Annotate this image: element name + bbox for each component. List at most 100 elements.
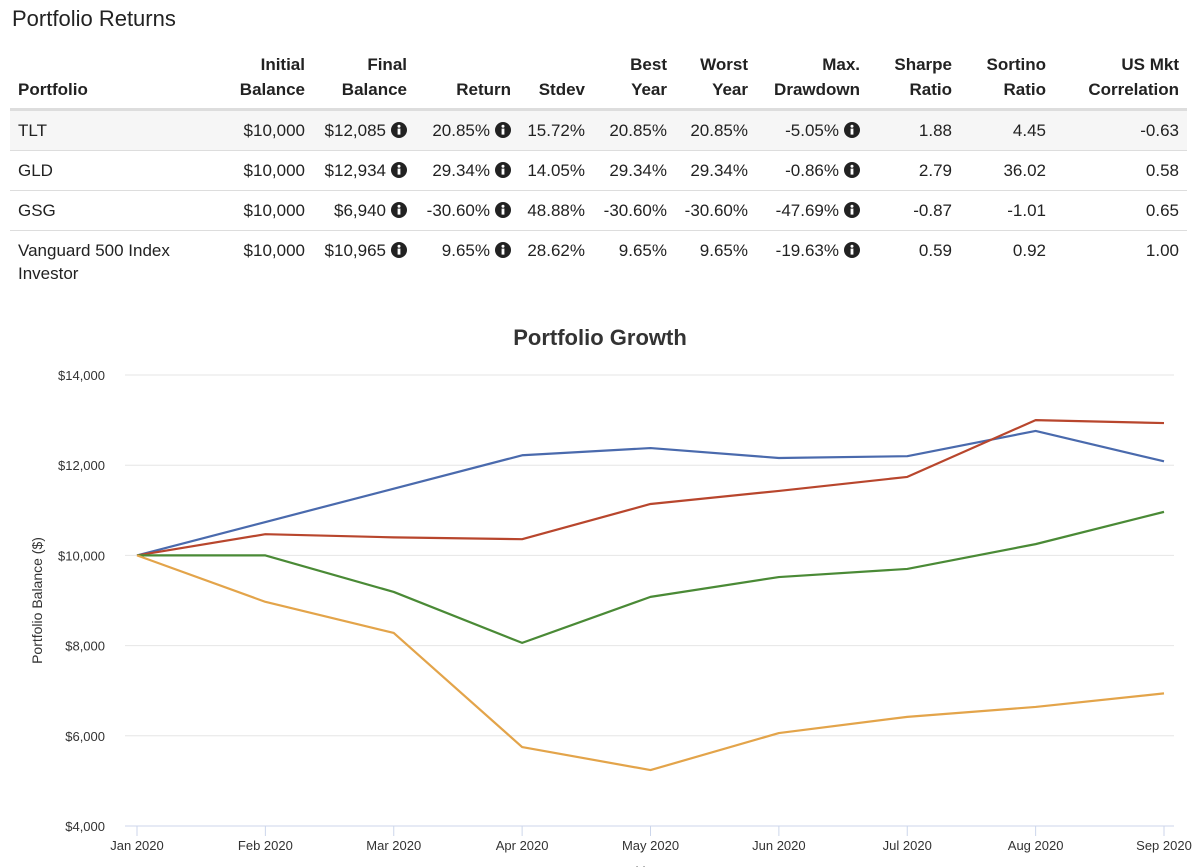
- header-line: Drawdown: [774, 80, 860, 99]
- returns-table: Portfolio Initial Balance Final Balance Retur…: [10, 48, 1187, 293]
- header-line: Final: [367, 55, 407, 74]
- table-cell: 36.02: [960, 150, 1054, 191]
- x-tick-label: Sep 2020: [1136, 838, 1192, 853]
- cell-text: 4.45: [1012, 121, 1046, 140]
- cell-text: $10,965: [324, 241, 386, 260]
- table-cell: $6,940: [313, 190, 415, 231]
- table-cell: 29.34%: [675, 150, 756, 191]
- table-cell: 0.92: [960, 231, 1054, 294]
- table-cell: -5.05%: [756, 109, 868, 151]
- x-tick-label: Feb 2020: [238, 838, 293, 853]
- table-cell: $10,000: [230, 150, 313, 191]
- cell-text: -30.60%: [684, 201, 748, 220]
- cell-text: -1.01: [1007, 201, 1046, 220]
- cell-text: -0.63: [1140, 121, 1179, 140]
- table-cell: 0.59: [868, 231, 960, 294]
- cell-text: -30.60%: [426, 201, 490, 220]
- info-dot: [397, 164, 401, 168]
- table-cell: 20.85%: [593, 109, 675, 151]
- info-icon[interactable]: [844, 202, 860, 218]
- cell-text: -47.69%: [775, 201, 839, 220]
- table-cell: 28.62%: [519, 231, 593, 294]
- info-dot: [501, 204, 505, 208]
- table-cell: 4.45: [960, 109, 1054, 151]
- info-icon[interactable]: [495, 122, 511, 138]
- x-tick-label: Mar 2020: [366, 838, 421, 853]
- cell-text: 0.65: [1145, 201, 1179, 220]
- info-bar: [501, 168, 505, 175]
- info-bar: [501, 208, 505, 215]
- series-line: [136, 554, 1165, 772]
- table-cell: -1.01: [960, 190, 1054, 231]
- cell-text: -30.60%: [603, 201, 667, 220]
- info-dot: [397, 204, 401, 208]
- cell-text: 48.88%: [527, 201, 585, 220]
- info-bar: [397, 248, 401, 255]
- table-row: Vanguard 500 Index Investor $10,000 $10,96…: [10, 231, 1187, 294]
- series-line: [136, 418, 1165, 557]
- table-cell: $10,965: [313, 231, 415, 294]
- table-row: GSG $10,000 $6,940 -30.60% 48.88% -30.60% -30.…: [10, 190, 1187, 231]
- cell-text: 20.85%: [690, 121, 748, 140]
- info-icon[interactable]: [844, 122, 860, 138]
- table-cell: Vanguard 500 Index Investor: [10, 231, 230, 294]
- table-cell: 14.05%: [519, 150, 593, 191]
- table-cell: -0.87: [868, 190, 960, 231]
- column-header: Stdev: [519, 48, 593, 111]
- cell-text: 1.00: [1145, 241, 1179, 260]
- header-line: Ratio: [1003, 80, 1047, 99]
- info-icon[interactable]: [391, 242, 407, 258]
- table-cell: 9.65%: [593, 231, 675, 294]
- series-line: [136, 429, 1165, 557]
- info-icon[interactable]: [391, 122, 407, 138]
- chart-title: Portfolio Growth: [513, 325, 687, 350]
- table-body: TLT $10,000 $12,085 20.85% 15.72% 20.85% 20.85…: [10, 109, 1187, 294]
- cell-text: $10,000: [243, 161, 305, 180]
- cell-text: 0.58: [1145, 161, 1179, 180]
- info-dot: [501, 164, 505, 168]
- info-icon[interactable]: [495, 162, 511, 178]
- cell-text: $6,940: [334, 201, 386, 220]
- table-cell: $12,934: [313, 150, 415, 191]
- header-line: Ratio: [909, 80, 953, 99]
- table-cell: -0.63: [1054, 109, 1187, 151]
- column-header: Initial Balance: [230, 48, 313, 111]
- header-line: Year: [712, 80, 748, 99]
- cell-text: $12,934: [324, 161, 386, 180]
- x-axis-label: Year: [636, 863, 665, 867]
- info-icon[interactable]: [495, 202, 511, 218]
- header-line: Return: [456, 80, 511, 99]
- info-icon[interactable]: [844, 162, 860, 178]
- table-cell: 29.34%: [593, 150, 675, 191]
- header-line: Initial: [260, 55, 305, 74]
- table-cell: 20.85%: [675, 109, 756, 151]
- info-icon[interactable]: [844, 242, 860, 258]
- table-cell: GLD: [10, 150, 230, 191]
- cell-text: 29.34%: [432, 161, 490, 180]
- info-bar: [501, 248, 505, 255]
- table-cell: 9.65%: [675, 231, 756, 294]
- info-icon[interactable]: [391, 162, 407, 178]
- info-bar: [397, 208, 401, 215]
- table-cell: 15.72%: [519, 109, 593, 151]
- table-cell: 48.88%: [519, 190, 593, 231]
- table-cell: 0.65: [1054, 190, 1187, 231]
- header-line: Balance: [341, 80, 407, 99]
- column-header: Portfolio: [10, 48, 230, 111]
- info-icon[interactable]: [495, 242, 511, 258]
- table-row: GLD $10,000 $12,934 29.34% 14.05% 29.34% 29.34…: [10, 150, 1187, 191]
- table-cell: $10,000: [230, 109, 313, 151]
- cell-text: 1.88: [918, 121, 952, 140]
- y-tick-label: $10,000: [58, 548, 105, 563]
- info-bar: [850, 208, 854, 215]
- info-icon[interactable]: [391, 202, 407, 218]
- info-bar: [850, 128, 854, 135]
- header-line: Max.: [822, 55, 860, 74]
- cell-text: 36.02: [1003, 161, 1046, 180]
- table-cell: 0.58: [1054, 150, 1187, 191]
- info-dot: [397, 124, 401, 128]
- column-header: Max. Drawdown: [756, 48, 868, 111]
- cell-text: 20.85%: [609, 121, 667, 140]
- cell-text: 29.34%: [690, 161, 748, 180]
